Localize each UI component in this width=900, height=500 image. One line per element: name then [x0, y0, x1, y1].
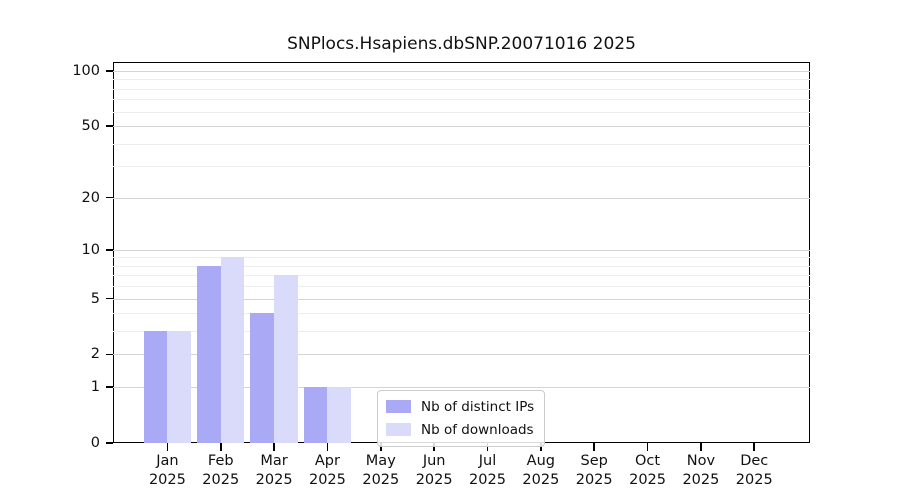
bar-distinct-ips-feb: [197, 265, 221, 443]
y-tick-label: 2: [90, 346, 100, 363]
plot-area: Nb of distinct IPs Nb of downloads: [106, 62, 810, 451]
major-gridline: [113, 249, 810, 251]
minor-gridline: [113, 99, 810, 101]
bar-downloads-feb: [220, 257, 245, 443]
bar-distinct-ips-mar: [250, 313, 275, 443]
x-tick-label: Feb 2025: [202, 453, 240, 488]
chart-title: SNPlocs.Hsapiens.dbSNP.20071016 2025: [287, 34, 636, 54]
x-tick-mark: [646, 443, 649, 451]
y-tick-mark: [106, 125, 113, 127]
x-tick-label: Oct 2025: [629, 453, 666, 488]
minor-gridline: [113, 143, 810, 145]
legend-label-downloads: Nb of downloads: [421, 421, 534, 438]
minor-gridline: [113, 111, 810, 113]
major-gridline: [113, 387, 810, 389]
bar-downloads-apr: [327, 387, 352, 443]
x-tick-label: Mar 2025: [255, 453, 293, 488]
bar-distinct-ips-apr: [303, 387, 328, 443]
minor-gridline: [113, 88, 810, 90]
x-tick-mark: [433, 443, 435, 451]
x-tick-mark: [326, 443, 329, 451]
x-tick-mark: [753, 443, 756, 451]
minor-gridline: [113, 265, 810, 267]
minor-gridline: [113, 79, 810, 81]
legend: Nb of distinct IPs Nb of downloads: [377, 390, 545, 447]
y-tick-label: 100: [72, 63, 100, 79]
minor-gridline: [113, 313, 810, 315]
x-tick-label: Nov 2025: [682, 453, 720, 488]
x-tick-label: Jan 2025: [148, 453, 186, 488]
minor-gridline: [113, 275, 810, 277]
y-tick-label: 5: [90, 290, 100, 307]
bar-distinct-ips-jan: [143, 331, 168, 443]
y-tick-label: 10: [81, 241, 100, 258]
x-tick-mark: [380, 443, 382, 451]
x-tick-label: Aug 2025: [522, 453, 560, 488]
x-tick-mark: [166, 443, 169, 451]
x-tick-mark: [593, 443, 595, 451]
minor-gridline: [113, 166, 810, 168]
bar-downloads-mar: [274, 275, 298, 443]
y-tick-label: 1: [90, 379, 100, 396]
major-gridline: [113, 298, 810, 300]
x-tick-label: May 2025: [362, 453, 400, 488]
x-tick-mark: [219, 443, 222, 451]
x-tick-mark: [486, 443, 489, 451]
x-tick-label: Sep 2025: [575, 453, 613, 488]
major-gridline: [113, 354, 810, 356]
x-tick-label: Dec 2025: [735, 453, 773, 488]
major-gridline: [113, 126, 810, 128]
x-tick-mark: [540, 443, 542, 451]
y-tick-label: 0: [90, 435, 100, 451]
minor-gridline: [113, 286, 810, 288]
minor-gridline: [113, 257, 810, 259]
major-gridline: [113, 197, 810, 199]
bar-downloads-jan: [167, 331, 192, 443]
x-tick-label: Apr 2025: [308, 453, 346, 488]
y-tick-label: 20: [81, 189, 100, 206]
major-gridline: [113, 71, 810, 72]
legend-swatch-downloads: [386, 423, 411, 436]
x-tick-mark: [273, 443, 275, 451]
y-tick-mark: [106, 196, 113, 199]
y-tick-mark: [106, 70, 113, 72]
y-tick-mark: [106, 297, 113, 300]
minor-gridline: [113, 331, 810, 333]
y-tick-label: 50: [81, 118, 100, 135]
y-tick-mark: [106, 248, 113, 251]
y-tick-mark: [106, 353, 113, 356]
y-tick-mark: [106, 442, 113, 444]
x-tick-label: Jul 2025: [469, 453, 506, 488]
legend-item-distinct-ips: Nb of distinct IPs: [386, 397, 535, 416]
y-tick-mark: [106, 386, 113, 388]
legend-item-downloads: Nb of downloads: [386, 420, 535, 439]
legend-label-distinct-ips: Nb of distinct IPs: [421, 398, 535, 415]
legend-swatch-distinct-ips: [386, 400, 411, 413]
x-tick-label: Jun 2025: [415, 453, 453, 488]
x-tick-mark: [700, 443, 702, 451]
